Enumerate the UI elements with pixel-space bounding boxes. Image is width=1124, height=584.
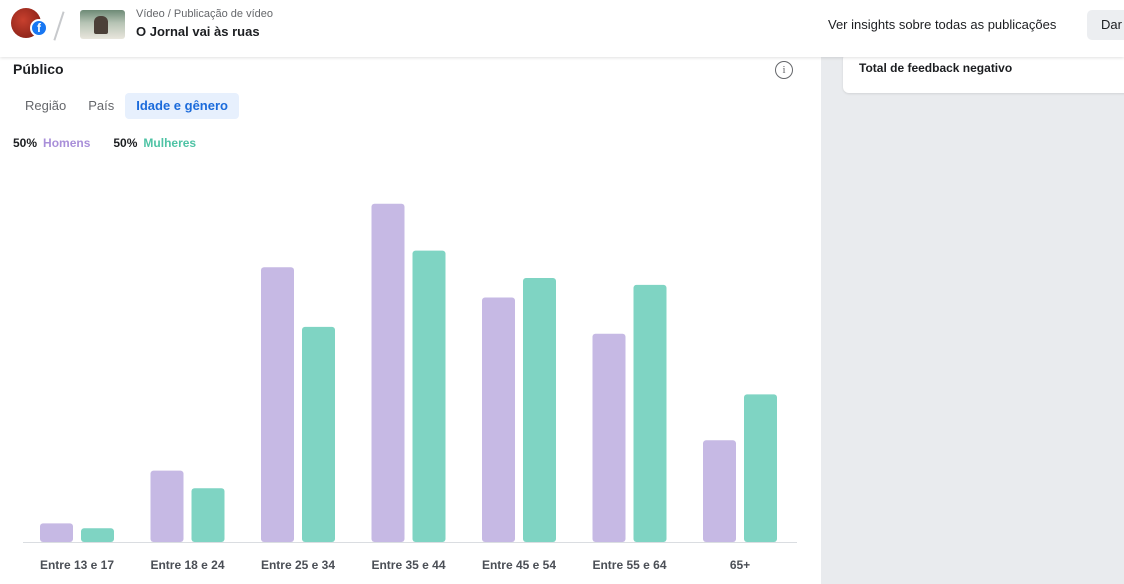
tab-age-gender[interactable]: Idade e gênero — [125, 93, 239, 119]
breadcrumb-separator — [53, 11, 65, 41]
bar-women-0[interactable] — [81, 528, 114, 542]
bar-men-5[interactable] — [592, 333, 626, 542]
x-tick-label: Entre 55 e 64 — [592, 558, 666, 572]
x-tick-label: 65+ — [730, 558, 750, 572]
bar-men-0[interactable] — [40, 523, 73, 542]
bar-women-2[interactable] — [302, 326, 335, 542]
legend-men: 50% Homens — [13, 136, 90, 150]
info-icon[interactable]: i — [775, 61, 793, 79]
bar-women-1[interactable] — [191, 488, 225, 542]
page-title: O Jornal vai às ruas — [136, 24, 260, 39]
bar-women-6[interactable] — [744, 394, 777, 542]
negative-feedback-title: Total de feedback negativo — [859, 61, 1013, 75]
x-tick-label: Entre 25 e 34 — [261, 558, 335, 572]
chart-svg: Entre 13 e 17 Entre 18 e 24 Entre 25 e 34 E… — [23, 203, 797, 572]
top-header: f Vídeo / Publicação de vídeo O Jornal v… — [0, 0, 1124, 57]
bar-men-4[interactable] — [482, 297, 515, 542]
bar-women-4[interactable] — [523, 278, 556, 542]
audience-tabs: Região País Idade e gênero — [14, 93, 239, 119]
age-gender-chart: Entre 13 e 17 Entre 18 e 24 Entre 25 e 34 E… — [0, 150, 820, 584]
legend-men-label: Homens — [43, 136, 91, 150]
legend-men-pct: 50% — [13, 136, 38, 150]
bar-men-2[interactable] — [261, 267, 294, 542]
bar-men-1[interactable] — [150, 470, 184, 542]
x-tick-label: Entre 45 e 54 — [482, 558, 556, 572]
x-tick-label: Entre 13 e 17 — [40, 558, 114, 572]
x-tick-label: Entre 35 e 44 — [371, 558, 445, 572]
video-thumbnail[interactable] — [80, 10, 125, 39]
bar-men-3[interactable] — [371, 203, 405, 542]
chart-legend: 50% Homens 50% Mulheres — [13, 136, 219, 150]
legend-women: 50% Mulheres — [113, 136, 196, 150]
tab-region[interactable]: Região — [25, 98, 67, 113]
facebook-icon: f — [30, 19, 48, 37]
right-panel: Total de feedback negativo — [821, 53, 1124, 584]
negative-feedback-card: Total de feedback negativo — [843, 53, 1124, 93]
boost-button[interactable]: Dar — [1087, 10, 1124, 40]
insights-link[interactable]: Ver insights sobre todas as publicações — [828, 17, 1057, 32]
legend-women-pct: 50% — [113, 136, 138, 150]
bar-women-3[interactable] — [412, 250, 446, 542]
x-tick-label: Entre 18 e 24 — [150, 558, 224, 572]
tab-country[interactable]: País — [88, 98, 115, 113]
legend-women-label: Mulheres — [143, 136, 197, 150]
section-title: Público — [13, 61, 64, 77]
bar-women-5[interactable] — [633, 284, 667, 542]
bar-men-6[interactable] — [703, 440, 736, 542]
breadcrumb[interactable]: Vídeo / Publicação de vídeo — [136, 8, 273, 20]
